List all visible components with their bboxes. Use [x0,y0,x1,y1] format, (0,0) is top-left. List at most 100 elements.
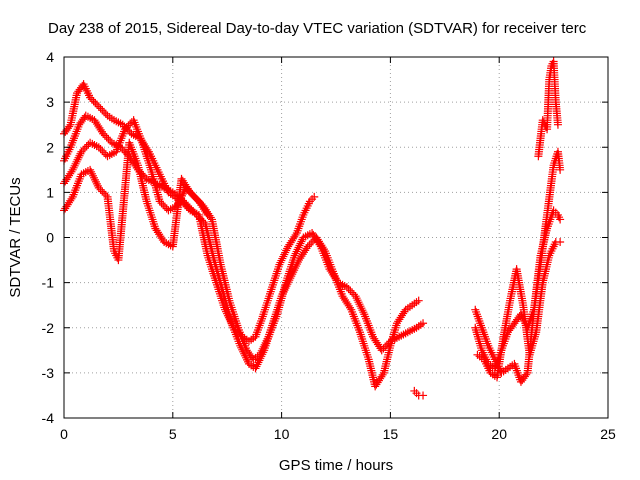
ticks-layer: 0 5 10 15 20 25 -4 -3 -2 -1 0 1 2 3 4 [42,49,616,442]
data-point [278,254,287,263]
data-point [100,148,109,157]
data-point [256,348,265,357]
data-point [187,205,196,214]
data-point [290,251,299,260]
data-point [419,391,428,400]
data-point [124,121,133,130]
data-point [86,165,95,174]
data-point [553,120,562,129]
data-point [96,185,105,194]
data-point [89,171,98,180]
data-point [382,340,391,349]
data-point [186,188,195,197]
chart-title: Day 238 of 2015, Sidereal Day-to-day VTE… [48,20,587,37]
data-point [291,249,300,258]
data-point [71,159,80,168]
y-tick-label: 2 [46,139,54,155]
data-point [187,190,196,199]
data-point [91,99,100,108]
data-point [196,214,205,223]
data-point [86,93,95,102]
data-point [291,230,300,239]
y-tick-label: -1 [42,275,55,291]
data-point [72,157,81,166]
x-tick-label: 20 [491,426,507,442]
data-point [303,242,312,251]
data-point [381,342,390,351]
data-point [88,169,97,178]
x-tick-label: 5 [169,426,177,442]
data-point [74,153,83,162]
data-point [279,252,288,261]
data-point [101,191,110,200]
data-point [354,298,363,307]
data-point [99,129,108,138]
data-point [191,193,200,202]
x-tick-label: 10 [274,426,290,442]
data-point [155,197,164,206]
data-point [98,106,107,115]
series-trace-d [60,138,212,265]
data-point [277,256,286,265]
data-point [294,243,303,252]
data-point [344,284,353,293]
data-point [280,250,289,259]
data-point [101,109,110,118]
data-point [253,360,262,369]
y-axis-title: SDTVAR / TECUs [7,177,24,297]
data-point [357,304,366,313]
data-point [100,108,109,117]
data-point [556,215,565,224]
data-point [89,97,98,106]
data-point [556,238,565,247]
data-point [94,143,103,152]
data-point [378,370,387,379]
points-layer [60,57,565,400]
data-point [87,167,96,176]
series-trace-h [473,238,565,382]
data-point [257,346,266,355]
data-point [120,146,129,155]
series-trace-i [534,57,562,161]
data-point [192,210,201,219]
data-point [100,189,109,198]
data-point [315,240,324,249]
data-point [98,146,107,155]
x-tick-label: 15 [383,426,399,442]
data-point [310,192,319,201]
data-point [258,344,267,353]
data-point [379,344,388,353]
series-trace-c [60,116,428,364]
data-point [96,104,105,113]
data-point [345,303,354,312]
data-point [126,119,135,128]
data-point [251,364,260,373]
y-tick-label: 1 [46,184,54,200]
data-point [293,245,302,254]
data-point [68,165,77,174]
data-point [92,179,101,188]
data-point [189,191,198,200]
data-point [255,350,264,359]
data-point [254,358,263,367]
data-point [261,338,270,347]
data-point [120,125,129,134]
data-point [281,248,290,257]
data-point [194,212,203,221]
data-point [87,95,96,104]
data-point [80,144,89,153]
y-tick-label: 0 [46,230,54,246]
data-point [263,334,272,343]
data-point [262,336,271,345]
data-point [275,260,284,269]
data-point [259,342,268,351]
data-point [70,161,79,170]
data-point [356,302,365,311]
data-point [160,202,169,211]
data-point [69,163,78,172]
series-trace-e [410,386,428,400]
data-point [305,240,314,249]
data-point [185,203,194,212]
data-point [203,210,212,219]
data-point [348,288,357,297]
